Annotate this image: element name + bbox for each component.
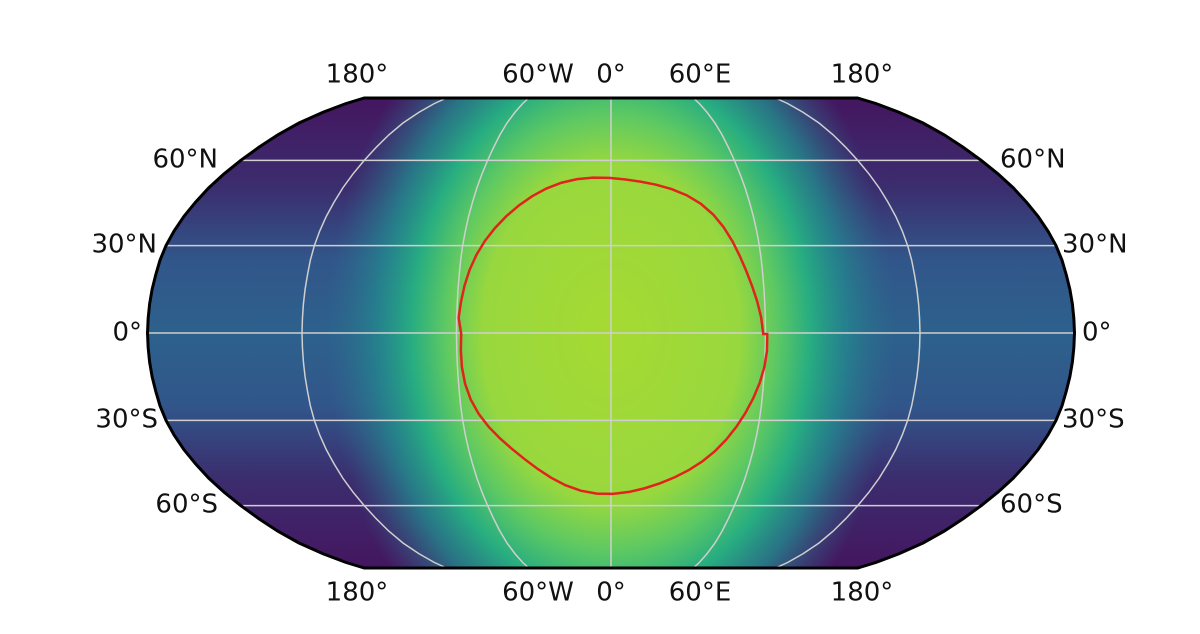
lat-label-right: 60°N xyxy=(1000,145,1066,175)
map-outline xyxy=(145,96,1077,570)
lon-label-top: 60°E xyxy=(669,60,732,90)
lon-label-top: 60°W xyxy=(502,60,574,90)
lat-label-left: 30°N xyxy=(91,230,157,260)
lat-label-right: 30°S xyxy=(1062,405,1125,435)
labels: 180° 180° 60°W 60°W 0° 0° 60°E 60°E 180° 180° 60°N… xyxy=(91,60,1127,608)
lon-label-bottom: 60°W xyxy=(502,578,574,608)
lon-label-bottom: 60°E xyxy=(669,578,732,608)
contour-line xyxy=(457,176,769,496)
lon-label-bottom: 180° xyxy=(326,578,389,608)
lon-label-top: 0° xyxy=(596,60,626,90)
heat-field xyxy=(147,98,1075,568)
lat-label-left: 60°S xyxy=(155,490,218,520)
lon-label-bottom: 180° xyxy=(831,578,894,608)
lon-label-top: 180° xyxy=(831,60,894,90)
lon-label-top: 180° xyxy=(326,60,389,90)
lat-label-left: 0° xyxy=(112,318,142,348)
lat-label-left: 60°N xyxy=(152,145,218,175)
lon-label-bottom: 0° xyxy=(596,578,626,608)
lat-label-right: 0° xyxy=(1082,318,1112,348)
graticule xyxy=(147,98,1075,568)
lat-label-right: 60°S xyxy=(1000,490,1063,520)
lat-label-right: 30°N xyxy=(1062,230,1128,260)
lat-label-left: 30°S xyxy=(95,405,158,435)
